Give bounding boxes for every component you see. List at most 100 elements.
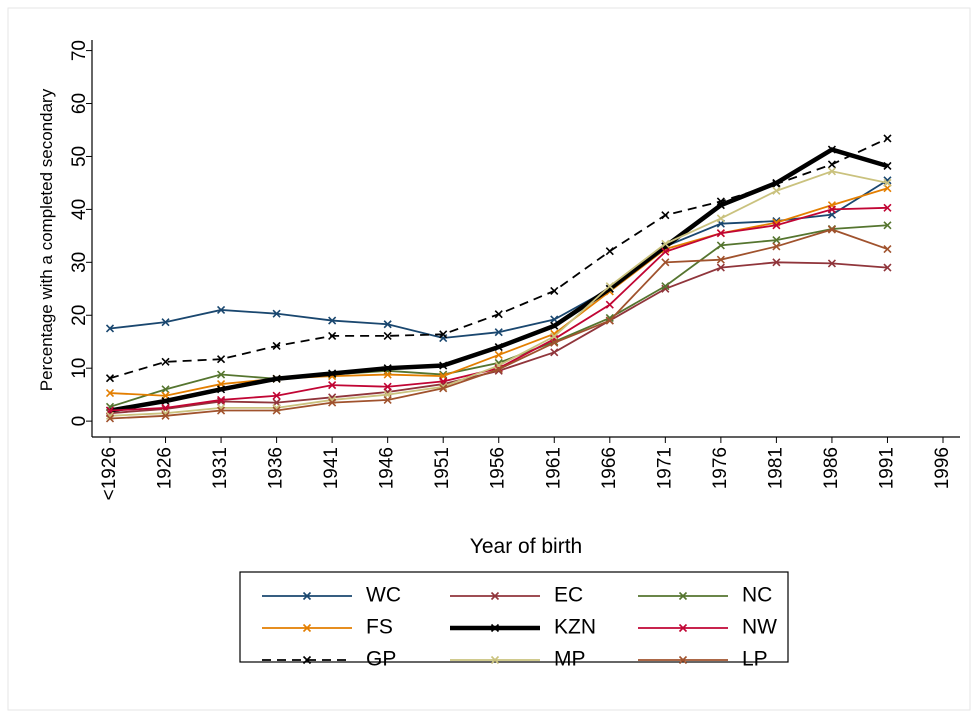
series-marker — [550, 348, 559, 357]
series-marker — [883, 203, 892, 212]
series-marker — [272, 309, 281, 318]
legend-label: KZN — [554, 616, 596, 639]
series-marker — [605, 313, 614, 322]
series-marker — [328, 369, 337, 378]
y-tick-label: 60 — [69, 93, 90, 114]
legend-marker — [490, 655, 500, 665]
y-tick-label: 10 — [69, 358, 90, 379]
legend-box — [239, 571, 789, 663]
series-marker — [883, 178, 892, 187]
series-marker — [217, 355, 226, 364]
series-marker — [772, 236, 781, 245]
y-axis-title: Percentage with a completed secondary — [37, 88, 56, 391]
series-marker — [883, 245, 892, 254]
series-marker — [105, 388, 115, 398]
series-marker — [494, 310, 503, 319]
series-marker — [772, 221, 781, 230]
legend-label: FS — [366, 616, 393, 639]
series-marker — [272, 374, 281, 383]
series-marker — [716, 263, 725, 272]
series-marker — [328, 398, 337, 407]
legend-label: LP — [742, 648, 768, 671]
series-marker — [605, 247, 614, 256]
series-marker — [272, 391, 281, 400]
series-marker — [272, 341, 281, 351]
legend-marker — [678, 623, 688, 633]
x-tick-label: <1926 — [99, 447, 120, 500]
legend-label: MP — [554, 648, 586, 671]
x-tick-label: 1971 — [654, 447, 675, 489]
series-marker — [494, 365, 503, 374]
series-marker — [494, 350, 503, 360]
series-marker — [383, 370, 392, 379]
series-marker — [439, 330, 448, 339]
series-marker — [217, 370, 226, 379]
series-marker — [827, 259, 836, 268]
series-marker — [383, 364, 392, 373]
series-marker — [328, 316, 337, 325]
y-tick-label: 70 — [69, 40, 90, 61]
series-marker — [217, 385, 226, 394]
x-tick-label: 1941 — [321, 447, 342, 489]
series-marker — [605, 284, 614, 293]
series-marker — [772, 179, 781, 189]
x-axis-title: Year of birth — [470, 535, 582, 558]
series-marker — [605, 316, 614, 325]
series-marker — [550, 338, 559, 347]
series-marker — [383, 320, 392, 329]
series-marker — [772, 258, 781, 267]
series-marker — [661, 282, 670, 291]
series-marker — [883, 161, 892, 171]
legend-label: GP — [366, 648, 396, 671]
legend-label: NC — [742, 584, 772, 607]
series-marker — [105, 324, 115, 333]
series-marker — [883, 221, 892, 230]
series-marker — [716, 255, 725, 264]
series-marker — [827, 167, 836, 176]
x-tick-label: 1966 — [599, 447, 620, 489]
series-marker — [439, 384, 448, 393]
series-marker — [661, 247, 670, 256]
series-marker — [605, 300, 614, 309]
series-marker — [161, 318, 170, 327]
x-tick-label: 1956 — [488, 447, 509, 489]
series-marker — [661, 211, 670, 220]
series-marker — [661, 258, 670, 267]
series-marker — [217, 305, 226, 315]
series-marker — [550, 321, 559, 330]
series-marker — [716, 241, 725, 250]
series-marker — [383, 382, 392, 391]
legend-label: NW — [742, 616, 777, 639]
series-marker — [827, 225, 836, 234]
series-marker — [217, 395, 226, 405]
x-tick-label: 1926 — [155, 447, 176, 489]
series-marker — [105, 414, 115, 423]
legend-marker — [302, 591, 312, 601]
series-marker — [161, 357, 170, 366]
x-tick-label: 1986 — [821, 447, 842, 489]
series-marker — [494, 342, 503, 352]
x-tick-label: 1976 — [710, 447, 731, 489]
x-tick-label: 1981 — [765, 447, 786, 489]
legend-marker — [678, 655, 688, 665]
series-marker — [105, 374, 115, 383]
series-marker — [605, 282, 614, 291]
series-marker — [772, 242, 781, 251]
series-marker — [494, 328, 503, 337]
series-marker — [827, 145, 836, 154]
x-tick-label: 1961 — [543, 447, 564, 489]
x-tick-label: 1991 — [876, 447, 897, 489]
series-marker — [661, 239, 670, 248]
legend-label: WC — [366, 584, 401, 607]
legend-marker — [678, 591, 688, 601]
y-tick-label: 0 — [69, 416, 90, 427]
series-marker — [827, 160, 836, 169]
series-marker — [883, 134, 892, 143]
series-marker — [383, 331, 392, 340]
series-marker — [217, 406, 226, 415]
series-marker — [161, 411, 170, 420]
legend-marker — [490, 591, 500, 601]
series-marker — [550, 332, 559, 341]
series-marker — [161, 385, 170, 394]
